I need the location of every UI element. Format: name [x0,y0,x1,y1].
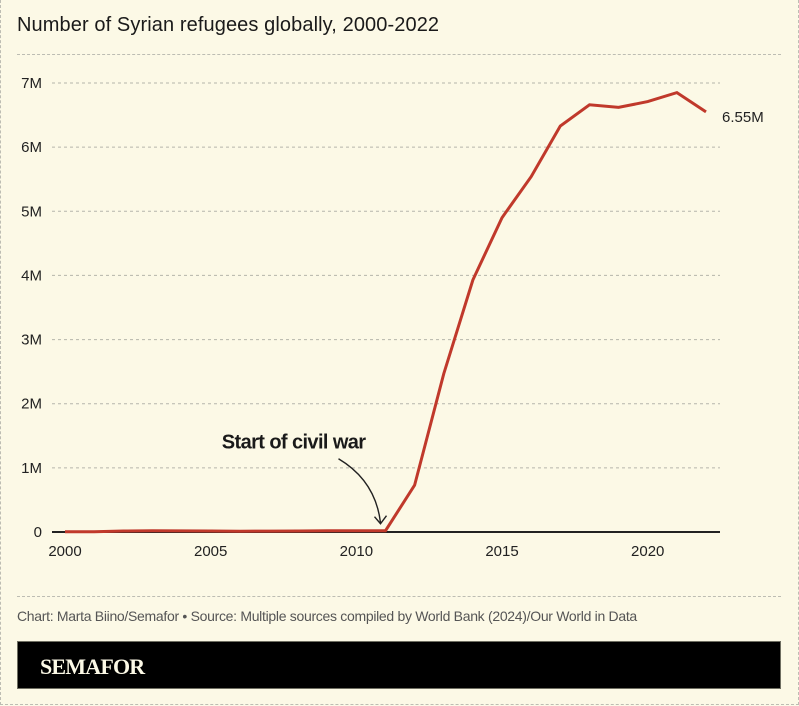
line-chart: 0 1M 2M 3M 4M 5M 6M 7M 2000 2005 2010 2015 2020 6.5… [21,75,764,560]
y-tick-label: 7M [21,75,42,92]
source-credit: Chart: Marta Biino/Semafor • Source: Mul… [17,608,637,624]
footer-divider [17,596,781,597]
x-tick-label: 2005 [194,543,227,560]
y-tick-label: 2M [21,396,42,413]
annotation-arrowhead-icon [373,515,388,525]
x-tick-label: 2000 [48,543,81,560]
x-tick-label: 2020 [631,543,664,560]
chart-title: Number of Syrian refugees globally, 2000… [17,14,440,36]
annotation-start-of-civil-war: Start of civil war [222,432,367,454]
y-tick-label: 3M [21,332,42,349]
brand-bar: SEMAFOR [17,641,781,689]
y-tick-label: 1M [21,460,42,477]
y-tick-label: 4M [21,267,42,284]
end-value-label: 6.55M [722,109,764,126]
x-tick-label: 2010 [340,543,373,560]
y-tick-label: 5M [21,203,42,220]
x-tick-label: 2015 [485,543,518,560]
title-divider [17,54,781,55]
annotation-arrow-icon [338,458,382,523]
gridlines [52,82,720,469]
semafor-logo: SEMAFOR [40,654,145,679]
x-axis-labels: 2000 2005 2010 2015 2020 [48,543,664,560]
series-line-syrian-refugees [65,90,707,534]
y-tick-label: 6M [21,139,42,156]
y-axis-labels: 0 1M 2M 3M 4M 5M 6M 7M [21,75,42,541]
data-points [64,92,707,532]
y-tick-label: 0 [34,524,42,541]
